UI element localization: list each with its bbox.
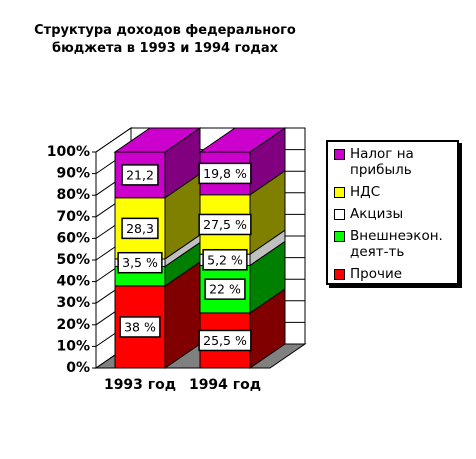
legend-item: Внешнеэкон. деят-ть xyxy=(334,228,457,260)
x-tick-label: 1993 год xyxy=(104,377,176,393)
x-tick-label: 1994 год xyxy=(189,377,261,393)
legend-swatch xyxy=(334,231,345,242)
data-label-text: 5,2 % xyxy=(207,252,243,267)
y-tick-label: 60% xyxy=(56,230,90,246)
legend-swatch xyxy=(334,209,345,220)
data-label: 38 % xyxy=(119,316,161,338)
legend-label: Внешнеэкон. деят-ть xyxy=(350,228,443,260)
y-tick-label: 40% xyxy=(56,274,90,290)
data-label: 21,2 xyxy=(121,164,159,186)
bar-top xyxy=(113,127,202,153)
data-label: 25,5 % xyxy=(198,329,252,352)
legend-item: Акцизы xyxy=(334,206,457,222)
legend-label: Акцизы xyxy=(350,206,404,222)
data-label: 22 % xyxy=(204,278,246,300)
data-label-box xyxy=(121,164,159,186)
y-tick-label: 50% xyxy=(56,252,90,268)
y-tick-label: 90% xyxy=(56,166,90,182)
legend-item: НДС xyxy=(334,184,457,200)
data-label-box xyxy=(198,213,252,236)
data-label-box xyxy=(202,249,248,271)
data-label: 3,5 % xyxy=(117,251,163,274)
y-tick-label: 80% xyxy=(56,187,90,203)
legend-item: Прочие xyxy=(334,266,457,282)
data-label-box xyxy=(117,251,163,274)
y-tick-label: 10% xyxy=(56,338,90,354)
chart-title: Структура доходов федерального бюджета в… xyxy=(34,23,296,56)
y-tick-label: 20% xyxy=(56,317,90,333)
legend: Налог на прибыль НДС Акцизы Внешнеэкон. дея… xyxy=(326,140,459,285)
data-label-box xyxy=(204,278,246,300)
legend-label: Прочие xyxy=(350,266,403,282)
y-tick-label: 100% xyxy=(47,144,90,160)
y-tick-label: 30% xyxy=(56,295,90,311)
data-label-text: 22 % xyxy=(209,282,241,297)
data-label-box xyxy=(198,329,252,352)
legend-swatch xyxy=(334,149,345,160)
data-label: 28,3 xyxy=(121,217,159,240)
bar-top xyxy=(198,127,287,153)
y-tick-label: 0% xyxy=(66,360,90,376)
data-label-text: 19,8 % xyxy=(203,166,247,181)
legend-item: Налог на прибыль xyxy=(334,146,457,178)
legend-swatch xyxy=(334,269,345,280)
data-label: 5,2 % xyxy=(202,249,248,271)
data-label-text: 28,3 xyxy=(126,221,154,236)
data-label-box xyxy=(198,162,252,185)
data-label-box xyxy=(121,217,159,240)
data-label-text: 25,5 % xyxy=(203,333,247,348)
y-tick-label: 70% xyxy=(56,209,90,225)
data-label-text: 3,5 % xyxy=(122,255,158,270)
legend-swatch xyxy=(334,187,345,198)
data-label-text: 21,2 xyxy=(126,167,154,182)
data-label: 27,5 % xyxy=(198,213,252,236)
data-label-text: 27,5 % xyxy=(203,217,247,232)
legend-label: НДС xyxy=(350,184,381,200)
data-label-box xyxy=(119,316,161,338)
data-label-text: 38 % xyxy=(124,319,156,334)
data-label: 19,8 % xyxy=(198,162,252,185)
legend-label: Налог на прибыль xyxy=(350,146,414,178)
